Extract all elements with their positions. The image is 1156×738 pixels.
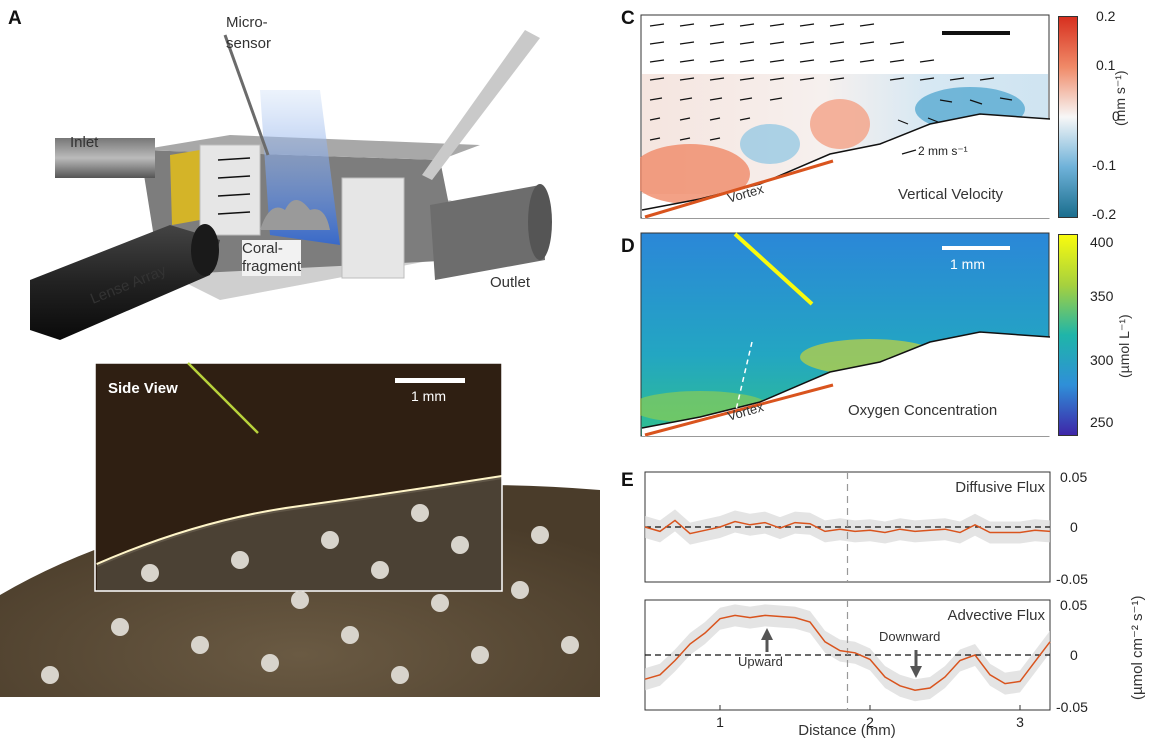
advective-ytick-1: 0 — [1070, 647, 1078, 663]
velocity-colorbar-unit: (mm s⁻¹) — [1112, 70, 1128, 126]
outlet-label: Outlet — [490, 274, 531, 291]
velocity-colorbar — [1058, 16, 1078, 218]
panel-b-scale-label: 1 mm — [411, 388, 446, 404]
velocity-tick-4: -0.2 — [1092, 206, 1117, 222]
flux-shared-ylabel: (µmol cm⁻² s⁻¹) — [1129, 595, 1146, 700]
velocity-tick-0: 0.2 — [1096, 8, 1116, 24]
velocity-tick-3: -0.1 — [1092, 157, 1117, 173]
flux-charts: Diffusive Flux 0.05 0 -0.05 Advective Fl… — [644, 469, 1088, 738]
diffusive-ytick-2: -0.05 — [1056, 571, 1088, 587]
oxygen-colorbar-unit: (µmol L⁻¹) — [1116, 314, 1132, 378]
flow-chamber-illustration — [30, 30, 552, 340]
microsensor-label: Micro- sensor — [226, 14, 272, 52]
distance-axis-label: Distance (mm) — [798, 722, 896, 738]
oxygen-concentration-map — [640, 232, 1050, 437]
velocity-arrow-field — [649, 23, 1013, 155]
coral-fragment-label: Coral- fragment — [242, 240, 302, 276]
oxygen-tick-2: 300 — [1090, 352, 1114, 368]
diffusive-flux-title: Diffusive Flux — [955, 479, 1045, 496]
upward-arrowhead — [761, 628, 773, 640]
velocity-tick-2: 0 — [1112, 108, 1120, 124]
x-tick-label: 2 — [866, 714, 874, 730]
diffusive-ytick-0: 0.05 — [1060, 469, 1087, 485]
diffusive-ytick-1: 0 — [1070, 519, 1078, 535]
panel-d-letter: D — [621, 236, 635, 257]
vertical-velocity-title: Vertical Velocity — [898, 186, 1004, 203]
upward-label: Upward — [738, 654, 783, 669]
side-view-label: Side View — [108, 380, 178, 397]
x-tick-label: 1 — [716, 714, 724, 730]
panel-d-scale-label: 1 mm — [950, 256, 985, 272]
oxygen-colorbar — [1058, 234, 1078, 436]
arrow-scale-label: 2 mm s⁻¹ — [918, 144, 968, 158]
advective-ytick-0: 0.05 — [1060, 597, 1087, 613]
downward-label: Downward — [879, 629, 940, 644]
oxygen-tick-0: 400 — [1090, 234, 1114, 250]
inlet-label: Inlet — [70, 134, 99, 151]
coral-side-view-photo — [0, 345, 600, 697]
panel-a-letter: A — [8, 8, 22, 29]
velocity-tick-1: 0.1 — [1096, 57, 1116, 73]
downward-arrowhead — [910, 666, 922, 678]
diffusive-flux-line — [644, 519, 1051, 535]
oxygen-concentration-title: Oxygen Concentration — [848, 402, 998, 419]
panel-e-letter: E — [621, 470, 634, 491]
vertical-velocity-map — [640, 14, 1050, 219]
oxygen-tick-1: 350 — [1090, 288, 1114, 304]
advective-flux-title: Advective Flux — [947, 607, 1045, 624]
x-tick-label: 3 — [1016, 714, 1024, 730]
advective-flux-line — [644, 614, 1051, 691]
oxygen-tick-3: 250 — [1090, 414, 1114, 430]
advective-ytick-2: -0.05 — [1056, 699, 1088, 715]
panel-c-letter: C — [621, 8, 635, 29]
